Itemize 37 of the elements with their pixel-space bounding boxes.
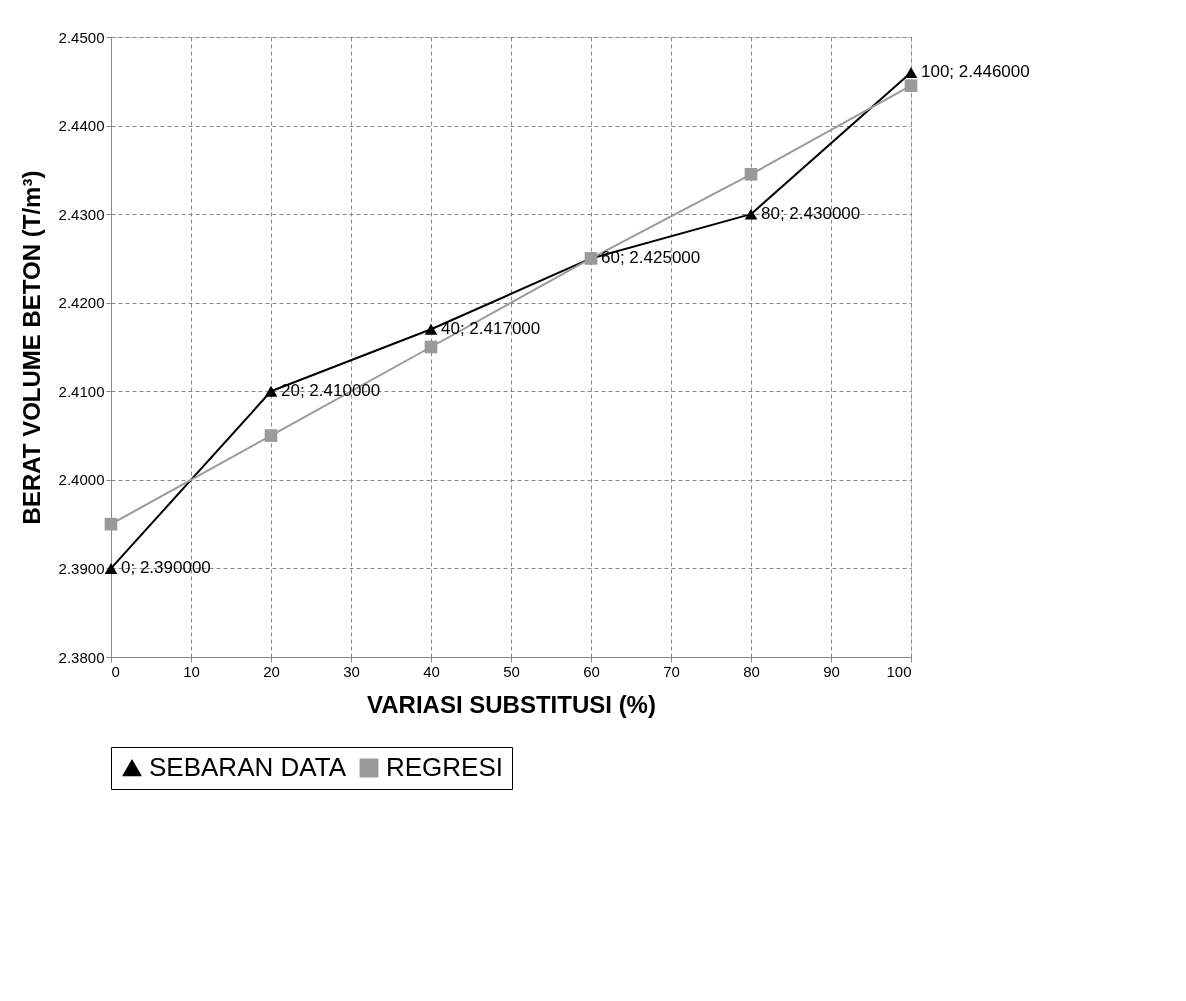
y-tick-label: 2.4500: [58, 28, 105, 46]
x-tick-label: 100: [886, 662, 912, 680]
point: [744, 167, 758, 181]
data-label: 80; 2.430000: [761, 204, 861, 224]
point: [744, 208, 758, 220]
x-axis-title: VARIASI SUBSTITUSI (%): [367, 690, 656, 718]
y-axis-title: BERAT VOLUME BETON (T/m³): [17, 170, 45, 525]
x-tick-label: 40: [423, 662, 440, 680]
x-tick-label: 60: [583, 662, 600, 680]
point: [264, 429, 278, 442]
x-tick-label: 30: [343, 662, 360, 680]
data-label: 100; 2.446000: [921, 62, 1030, 82]
x-tick-label: 10: [183, 662, 200, 680]
y-tick-label: 2.4400: [58, 117, 105, 135]
point: [424, 340, 438, 354]
y-tick-label: 2.4300: [58, 205, 105, 223]
point: [424, 323, 438, 335]
x-tick-label: 20: [263, 662, 280, 680]
point: [104, 517, 118, 531]
x-tick-label: 70: [663, 662, 680, 680]
data-label: 0; 2.390000: [121, 558, 211, 578]
point: [104, 562, 118, 574]
y-tick-label: 2.3800: [58, 648, 105, 666]
y-tick-label: 2.4100: [58, 382, 105, 400]
point: [904, 79, 918, 93]
point: [264, 385, 278, 397]
legend-label: REGRESI: [386, 752, 504, 782]
x-tick-label: 0: [111, 662, 120, 680]
y-tick-label: 2.3900: [58, 559, 105, 577]
x-tick-label: 50: [503, 662, 520, 680]
x-tick-label: 90: [823, 662, 840, 680]
x-tick-label: 80: [743, 662, 760, 680]
y-tick-label: 2.4200: [58, 294, 105, 312]
y-tick-label: 2.4000: [58, 471, 105, 489]
point: [904, 66, 918, 78]
legend-label: SEBARAN DATA: [149, 752, 347, 782]
data-label: 40; 2.417000: [441, 319, 541, 339]
